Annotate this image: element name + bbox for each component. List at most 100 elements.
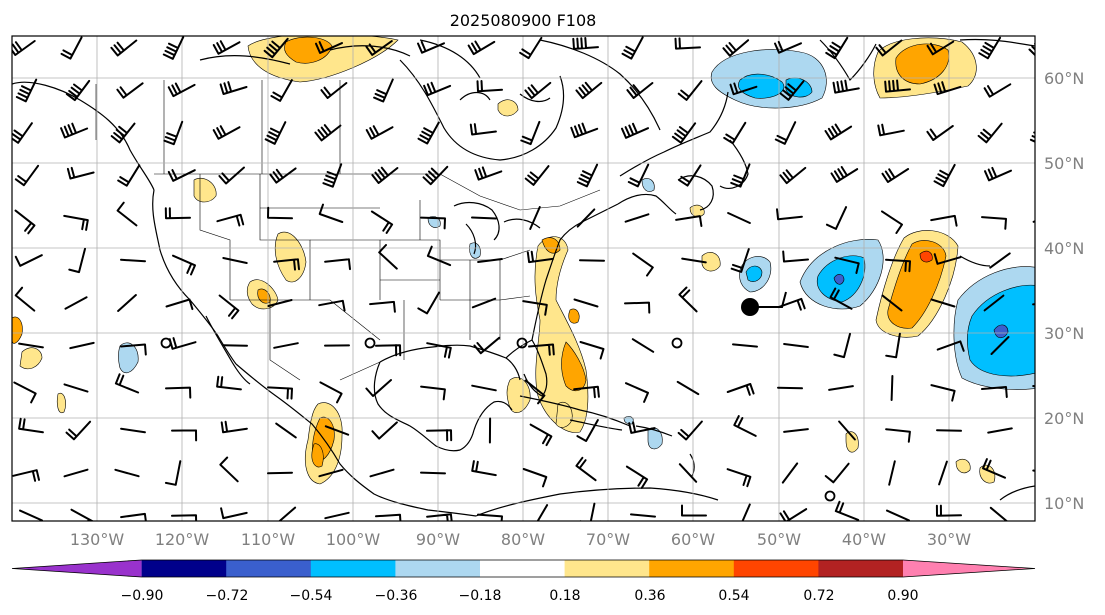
wind-barb bbox=[783, 428, 809, 433]
wind-barb bbox=[1039, 260, 1063, 271]
wind-barb bbox=[120, 427, 146, 434]
wind-barb bbox=[267, 299, 293, 307]
wind-barb bbox=[474, 166, 503, 181]
wind-barb bbox=[838, 420, 856, 441]
wind-barb bbox=[890, 375, 894, 401]
wind-barb bbox=[471, 384, 497, 392]
wind-barb bbox=[167, 82, 196, 98]
wind-barb bbox=[116, 82, 144, 99]
wind-barb bbox=[324, 425, 350, 436]
wind-barb bbox=[314, 124, 342, 142]
wind-barb bbox=[677, 80, 703, 101]
wind-barb bbox=[14, 254, 43, 267]
colorbar-segment bbox=[395, 560, 481, 577]
wind-barb bbox=[1032, 303, 1035, 306]
colorbar-segment bbox=[903, 560, 1035, 577]
map-title: 2025080900 F108 bbox=[450, 11, 597, 30]
wind-barb bbox=[981, 216, 1007, 230]
wind-barb bbox=[624, 213, 650, 223]
wind-barb bbox=[477, 513, 503, 521]
wind-barb bbox=[114, 373, 140, 394]
wind-barb bbox=[726, 383, 755, 396]
wind-barb bbox=[417, 40, 445, 54]
wind-barb bbox=[324, 258, 351, 271]
wind-barb bbox=[371, 166, 399, 184]
wind-barb bbox=[375, 344, 402, 357]
wind-barb bbox=[938, 460, 948, 486]
wind-barb bbox=[681, 257, 707, 264]
wind-barb bbox=[726, 468, 752, 488]
wind-barb bbox=[14, 209, 36, 235]
calm-markers bbox=[160, 337, 836, 502]
wind-barb bbox=[676, 380, 700, 396]
wind-barb bbox=[219, 456, 239, 483]
wind-barb bbox=[572, 37, 599, 50]
wind-barb bbox=[524, 165, 550, 186]
wind-barb bbox=[727, 212, 751, 224]
wind-barb bbox=[681, 504, 707, 517]
wind-barb bbox=[834, 256, 860, 274]
colorbar-tick-label: −0.54 bbox=[290, 588, 333, 604]
wind-barb bbox=[371, 421, 398, 440]
wind-barb bbox=[524, 379, 546, 405]
colorbar-segment bbox=[564, 560, 650, 577]
wind-barb bbox=[733, 415, 757, 437]
wind-barb bbox=[936, 340, 965, 352]
wind-barb bbox=[319, 381, 343, 404]
wind-barb bbox=[678, 286, 698, 313]
wind-barb bbox=[18, 417, 44, 434]
lon-label: 70°W bbox=[586, 530, 630, 549]
colorbar-segment bbox=[480, 560, 566, 577]
wind-barb bbox=[881, 168, 910, 183]
wind-barb bbox=[776, 208, 803, 221]
colorbar-tick-label: 0.54 bbox=[718, 588, 749, 604]
wind-barb bbox=[273, 342, 299, 349]
wind-barb bbox=[163, 120, 184, 146]
wind-barb bbox=[63, 383, 89, 393]
colorbar-segment bbox=[818, 560, 904, 577]
wind-barb bbox=[69, 341, 95, 350]
wind-barb bbox=[420, 216, 446, 230]
wind-barb bbox=[110, 39, 138, 57]
lat-label: 20°N bbox=[1044, 409, 1084, 428]
wind-barb bbox=[18, 342, 44, 349]
wind-barb bbox=[678, 164, 702, 187]
wind-barb bbox=[632, 252, 654, 277]
wind-barb bbox=[522, 300, 548, 316]
wind-barb bbox=[365, 40, 393, 56]
wind-barb bbox=[824, 123, 853, 141]
colorbar: −0.90 −0.72 −0.54 −0.36 −0.18 0.18 0.36 … bbox=[11, 559, 1036, 604]
wind-barb bbox=[1032, 385, 1035, 388]
wind-barb bbox=[322, 163, 343, 188]
wind-barb bbox=[930, 298, 956, 308]
wind-barb bbox=[621, 36, 644, 60]
wind-barb bbox=[12, 122, 33, 144]
wind-barb bbox=[678, 463, 698, 483]
wind-barb bbox=[320, 82, 348, 99]
wind-barb bbox=[576, 208, 596, 228]
colorbar-tick-label: 0.18 bbox=[549, 588, 580, 604]
wind-barb bbox=[64, 296, 88, 310]
wind-barb bbox=[936, 429, 962, 432]
wind-barb bbox=[417, 121, 440, 145]
wind-barb bbox=[783, 343, 809, 348]
wind-barb bbox=[14, 286, 36, 312]
wind-barb bbox=[579, 502, 596, 521]
wind-barb bbox=[471, 297, 497, 309]
wind-barb bbox=[220, 420, 248, 434]
colorbar-segment bbox=[310, 560, 396, 577]
wind-barb bbox=[171, 514, 198, 521]
wind-barb bbox=[216, 213, 245, 227]
wind-barb bbox=[267, 471, 293, 475]
wind-barb bbox=[14, 164, 40, 187]
wind-barb bbox=[471, 216, 497, 220]
wind-barb bbox=[318, 468, 344, 478]
wind-barb bbox=[877, 123, 905, 137]
wind-barb bbox=[275, 422, 297, 439]
wind-barb bbox=[730, 248, 750, 273]
wind-barb bbox=[732, 343, 758, 348]
colorbar-tick-label: 0.72 bbox=[803, 588, 834, 604]
wind-barb bbox=[984, 166, 1012, 182]
wind-barb bbox=[779, 166, 807, 185]
wind-barb bbox=[983, 294, 1005, 312]
